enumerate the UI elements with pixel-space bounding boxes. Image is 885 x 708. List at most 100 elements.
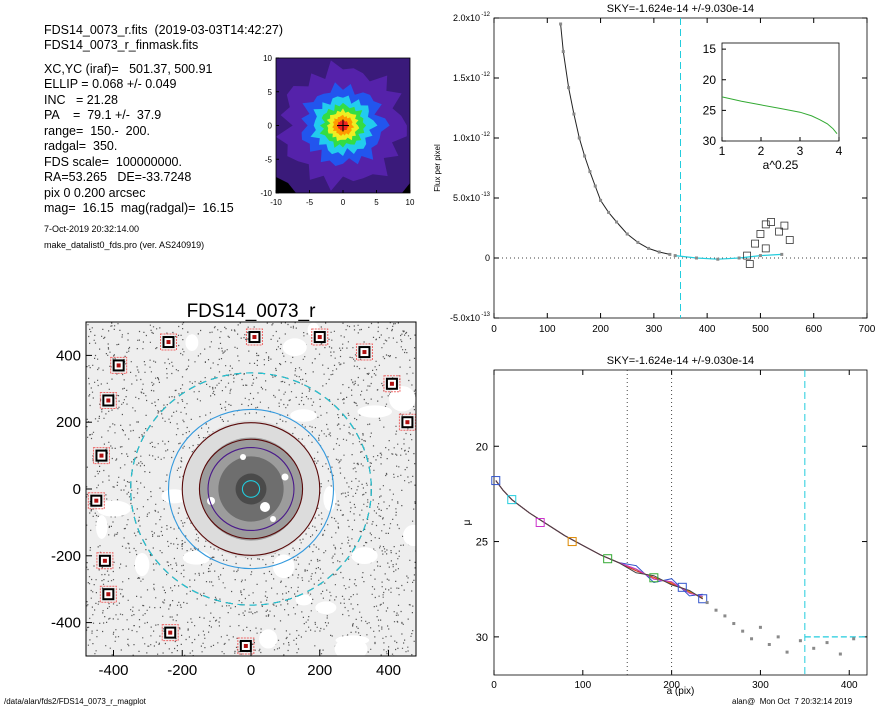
image-mask-hole (272, 554, 295, 579)
thumbnail-x-tick-label: 0 (341, 198, 346, 207)
flux-profile-point (572, 112, 576, 116)
image-isophote-ellipse (181, 422, 321, 556)
thumbnail-y-tick-label: -5 (265, 155, 273, 164)
star-mask-box (110, 356, 128, 374)
star-mask-box (87, 492, 105, 510)
galaxy-masked-star (270, 516, 276, 522)
image-mask-hole (161, 489, 187, 504)
star-marker-core (362, 350, 367, 355)
mu-isophote-box (677, 582, 687, 592)
header-param: ELLIP = 0.068 +/- 0.049 (44, 77, 177, 91)
inset-y-tick-label: 15 (703, 42, 717, 56)
mu-x-tick-label: 100 (574, 680, 591, 691)
flux-profile-point (615, 220, 619, 224)
mu-tail-point (723, 614, 727, 618)
header-date: 7-Oct-2019 20:32:14.00 (44, 224, 140, 234)
star-marker-core (94, 498, 99, 503)
header-mask-line: FDS14_0073_r_finmask.fits (44, 38, 199, 52)
star-marker-core (102, 558, 107, 563)
galaxy-masked-star (240, 454, 246, 460)
mu-tail-point (825, 641, 829, 645)
header-param: pix 0 0.200 arcsec (44, 186, 146, 200)
mu-x-label: a (pix) (667, 686, 695, 697)
star-mask-box (92, 447, 110, 465)
flux-outer-profile-line (675, 253, 782, 260)
flux-profile-point (588, 170, 592, 174)
mu-tail-point (785, 650, 789, 654)
mu-tail-point (750, 637, 754, 641)
galaxy-core (235, 473, 267, 505)
image-mask-hole (290, 409, 317, 422)
flux-x-tick-label: 0 (491, 324, 497, 335)
flux-profile-point (577, 136, 581, 140)
flux-profile-point (647, 246, 651, 250)
mu-isophote-box (698, 594, 708, 604)
image-mask-hole (96, 500, 131, 517)
mu-x-tick-label: 0 (491, 680, 497, 691)
flux-sky-box (751, 239, 759, 248)
inset-x-tick-label: 3 (797, 144, 804, 158)
mu-y-tick-label: 30 (476, 632, 488, 644)
flux-x-tick-label: 200 (592, 324, 609, 335)
galaxy-masked-star (281, 473, 289, 481)
star-mask-box (245, 328, 263, 346)
star-marker-core (243, 643, 248, 648)
star-marker-core (106, 592, 111, 597)
flux-profile-point (599, 198, 603, 202)
inset-y-tick-label: 20 (703, 73, 717, 87)
image-mask-hole (96, 515, 108, 539)
mu-tail-point (767, 643, 771, 646)
image-mask-hole (134, 552, 150, 577)
image-mask-hole (334, 637, 368, 656)
star-mask-box (311, 328, 329, 346)
mu-y-tick-label: 25 (476, 537, 488, 549)
galaxy-masked-star (260, 502, 270, 512)
mu-title: SKY=-1.624e-14 +/-9.030e-14 (607, 355, 754, 367)
thumbnail-x-tick-label: 5 (374, 198, 379, 207)
image-mask-hole (323, 486, 337, 511)
flux-profile-point (559, 22, 563, 26)
image-y-tick-label: -400 (51, 615, 81, 632)
header-param: INC = 21.28 (44, 93, 118, 107)
image-x-tick-label: 400 (376, 662, 401, 679)
star-mask-box (99, 391, 117, 409)
flux-profile-point (668, 252, 672, 256)
flux-outer-point (737, 256, 741, 260)
thumbnail-dark-corner (402, 183, 410, 193)
flux-profile-point (636, 240, 640, 244)
star-marker-core (116, 363, 121, 368)
header-param: RA=53.265 DE=-33.7248 (44, 170, 192, 184)
flux-sky-box (756, 230, 765, 238)
inset-frame (721, 42, 840, 142)
thumbnail-dark-corner (276, 177, 296, 193)
inset-profile-curve (721, 96, 838, 135)
flux-profile-point (593, 184, 597, 188)
mu-tail-point (852, 637, 856, 641)
mu-tail-point (758, 625, 762, 629)
mu-tail-point (812, 646, 816, 650)
flux-outer-point (694, 256, 698, 260)
thumbnail-x-tick-label: 10 (406, 198, 415, 207)
header-param: radgal= 350. (44, 139, 118, 153)
image-mask-hole (351, 547, 378, 564)
flux-sky-box (785, 236, 794, 244)
star-mask-box (96, 552, 114, 570)
mu-profile-line (495, 480, 703, 600)
image-mask-hole (185, 334, 199, 351)
image-isophote-ellipse (198, 438, 304, 540)
mu-tail-point (741, 629, 745, 633)
flux-y-tick-label: 0 (485, 253, 490, 263)
flux-title: SKY=-1.624e-14 +/-9.030e-14 (607, 3, 754, 15)
image-mask-hole (259, 629, 278, 649)
image-y-tick-label: 200 (56, 414, 81, 431)
thumbnail-y-tick-label: 10 (263, 54, 272, 63)
inset-y-tick-label: 25 (703, 103, 717, 117)
image-mask-hole (295, 594, 313, 606)
flux-sky-box (761, 244, 770, 253)
image-isophote-ellipse (207, 446, 295, 532)
star-mask-box (237, 637, 255, 655)
star-mask-box (383, 375, 401, 393)
mu-x-tick-label: 400 (841, 680, 858, 691)
flux-profile-point (583, 154, 587, 158)
